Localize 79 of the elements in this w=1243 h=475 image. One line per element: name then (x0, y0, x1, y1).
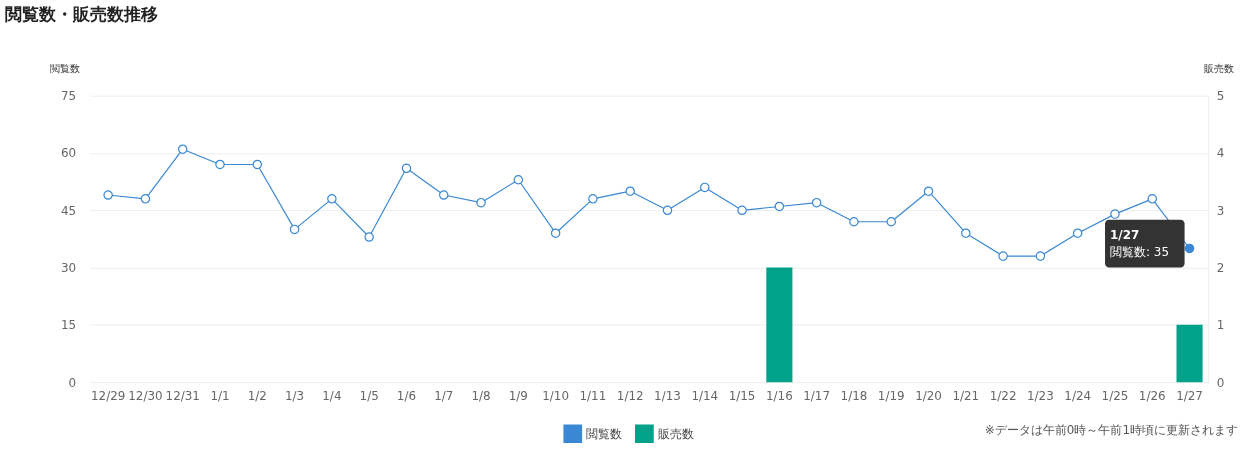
y-tick-label: 60 (60, 146, 77, 161)
point (737, 205, 747, 216)
point (811, 197, 822, 208)
point (588, 194, 598, 204)
point (476, 197, 486, 208)
y-tick-label: 45 (60, 203, 77, 218)
x-tick-label: 12/30 (128, 388, 163, 403)
y2-axis-title: 販売数 (1203, 63, 1234, 75)
x-tick-label: 1/24 (1064, 388, 1092, 403)
x-tick-label: 12/31 (165, 388, 200, 403)
y-axis-title: 閲覧数 (50, 63, 81, 75)
y-tick-label: 75 (60, 89, 77, 104)
x-tick-label: 1/2 (247, 388, 267, 403)
x-tick-label: 1/25 (1101, 388, 1129, 403)
x-tick-label: 1/14 (691, 388, 719, 403)
y2-tick-label: 3 (1216, 203, 1225, 218)
x-tick-label: 12/29 (90, 388, 126, 403)
x-tick-label: 1/20 (915, 388, 942, 403)
x-tick-label: 1/7 (434, 388, 454, 403)
point (401, 163, 412, 174)
x-tick-label: 1/9 (508, 388, 528, 403)
text: ※データは午前0時～午前1時頃に更新されます (984, 422, 1239, 437)
legend-label: 閲覧数 (586, 426, 623, 441)
x-tick-label: 1/10 (542, 388, 570, 403)
legend-label: 販売数 (657, 426, 694, 441)
x-tick-label: 1/4 (322, 388, 342, 403)
x-tick-label: 1/27 (1176, 388, 1203, 403)
point (1072, 228, 1083, 238)
y-tick-label: 30 (60, 261, 77, 276)
point (252, 159, 263, 170)
y-tick-label: 0 (68, 375, 77, 390)
x-tick-label: 1/21 (952, 388, 980, 403)
point (662, 205, 673, 216)
point (1147, 194, 1158, 204)
point (289, 224, 300, 235)
x-tick-label: 1/22 (989, 388, 1017, 403)
point (923, 186, 934, 196)
y2-tick-label: 1 (1216, 318, 1225, 333)
point (215, 159, 225, 170)
x-tick-label: 1/12 (616, 388, 644, 403)
point (700, 182, 710, 193)
point (1035, 251, 1046, 261)
point (103, 190, 113, 200)
x-tick-label: 1/1 (210, 388, 230, 403)
point (513, 175, 524, 185)
y-tick-label: 15 (60, 318, 77, 333)
x-tick-label: 1/15 (728, 388, 756, 403)
x-tick-label: 1/23 (1027, 388, 1054, 403)
annotation: 閲覧数: 35 (1110, 245, 1169, 260)
point (327, 194, 337, 204)
point (438, 190, 449, 200)
x-tick-label: 1/26 (1138, 388, 1166, 403)
x-tick-label: 1/17 (803, 388, 831, 403)
point (886, 217, 896, 227)
y2-tick-label: 0 (1216, 375, 1225, 390)
point (961, 228, 971, 238)
y2-tick-label: 2 (1216, 261, 1225, 276)
point (774, 201, 785, 212)
y2-tick-label: 4 (1216, 146, 1225, 161)
x-tick-label: 1/8 (471, 388, 491, 403)
point (140, 194, 151, 204)
annotation: 1/27 (1110, 227, 1140, 242)
x-tick-label: 1/11 (579, 388, 607, 403)
x-tick-label: 1/3 (285, 388, 305, 403)
x-tick-label: 1/6 (396, 388, 417, 403)
point (998, 251, 1008, 261)
point (1110, 209, 1120, 219)
point (364, 232, 374, 242)
x-tick-label: 1/5 (359, 388, 379, 403)
point (625, 186, 635, 196)
x-tick-label: 1/18 (840, 388, 868, 403)
x-tick-label: 1/13 (654, 388, 681, 403)
x-tick-label: 1/16 (765, 388, 793, 403)
chart-title: 閲覧数・販売数推移 (4, 4, 158, 25)
point (550, 228, 561, 238)
x-tick-label: 1/19 (877, 388, 905, 403)
point (177, 144, 188, 154)
y2-tick-label: 5 (1216, 89, 1225, 104)
point (849, 217, 859, 227)
